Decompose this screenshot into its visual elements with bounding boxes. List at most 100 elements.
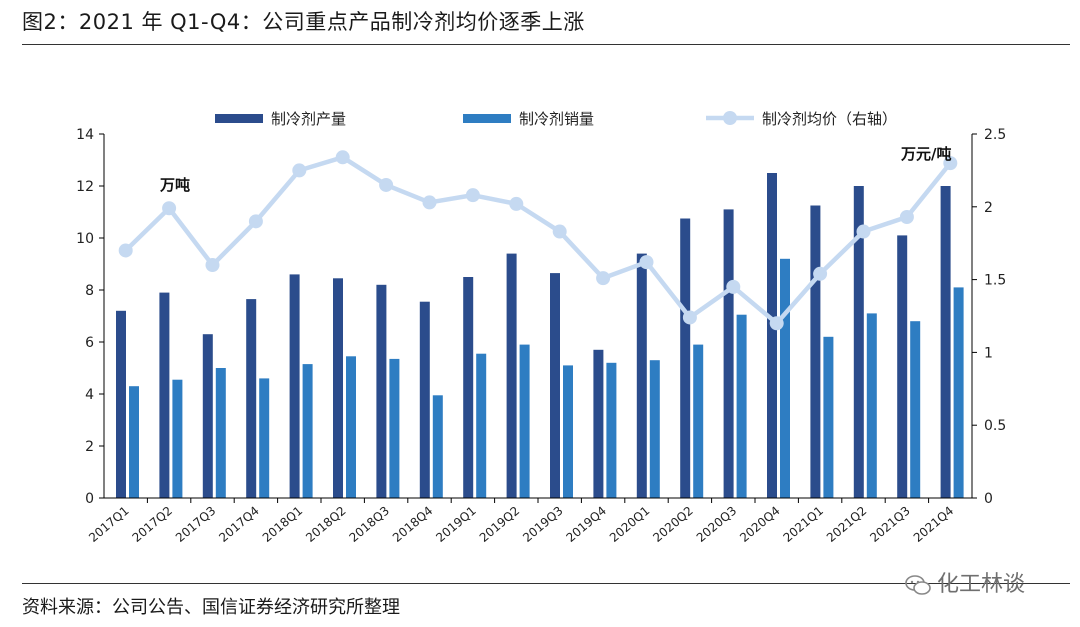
x-tick-label: 2018Q2	[303, 504, 348, 545]
price-line-group	[118, 150, 958, 331]
right-tick-label: 2.5	[984, 127, 1006, 143]
bar-sales	[129, 386, 139, 498]
x-tick-label: 2017Q2	[130, 504, 175, 545]
title-rule	[22, 44, 1070, 45]
legend-label: 制冷剂产量	[271, 110, 346, 128]
left-tick-label: 10	[76, 231, 94, 247]
bar-production	[289, 274, 300, 498]
right-tick-label: 0	[984, 491, 993, 507]
left-tick-label: 12	[76, 179, 94, 195]
source-rule	[22, 583, 1070, 584]
bar-sales	[476, 353, 487, 498]
bar-production	[376, 284, 387, 498]
x-tick-label: 2020Q3	[694, 504, 739, 545]
price-point	[465, 188, 480, 203]
legend-marker	[723, 111, 737, 125]
source-note: 资料来源：公司公告、国信证券经济研究所整理	[22, 597, 400, 618]
bar-production	[463, 277, 474, 498]
bar-sales	[259, 378, 270, 498]
right-tick-label: 1.5	[984, 273, 1006, 289]
bar-sales	[389, 358, 400, 498]
bar-production	[680, 218, 691, 498]
price-point	[769, 316, 784, 331]
price-point	[422, 195, 437, 210]
left-tick-label: 14	[76, 127, 94, 143]
bar-production	[636, 253, 647, 498]
price-point	[292, 163, 307, 178]
price-point	[118, 243, 133, 258]
left-tick-label: 2	[85, 439, 94, 455]
price-point	[552, 224, 567, 239]
left-tick-label: 6	[85, 335, 94, 351]
bar-sales	[953, 287, 964, 498]
bar-production	[767, 173, 777, 498]
x-tick-label: 2018Q4	[390, 504, 435, 545]
bar-production	[853, 186, 864, 498]
price-point	[335, 150, 350, 165]
wechat-icon	[905, 575, 931, 595]
bar-production	[159, 292, 170, 498]
bar-sales	[519, 344, 530, 498]
bar-production	[723, 209, 734, 498]
bar-sales	[866, 313, 877, 498]
right-axis-unit: 万元/吨	[900, 145, 951, 163]
price-point	[813, 266, 828, 281]
x-tick-label: 2019Q4	[564, 504, 609, 545]
bar-sales	[215, 368, 226, 498]
x-tick-label: 2020Q2	[650, 504, 695, 545]
price-point	[639, 255, 654, 270]
left-axis-unit: 万吨	[159, 176, 190, 194]
x-tick-label: 2017Q4	[216, 504, 261, 545]
x-tick-label: 2020Q1	[607, 504, 652, 545]
bar-production	[897, 235, 908, 498]
price-point	[248, 214, 263, 229]
price-point	[943, 156, 958, 171]
bar-sales	[910, 321, 921, 498]
x-tick-label: 2020Q4	[737, 504, 782, 545]
bar-production	[550, 273, 560, 498]
bar-sales	[780, 258, 790, 498]
legend-swatch	[463, 114, 511, 123]
price-point	[162, 201, 177, 216]
price-line	[124, 155, 953, 326]
x-tick-label: 2021Q4	[911, 504, 956, 545]
legend-swatch	[215, 114, 263, 123]
bar-production	[419, 301, 430, 498]
bar-sales	[172, 379, 183, 498]
bar-production	[810, 205, 821, 498]
price-point	[205, 258, 220, 273]
x-tick-label: 2017Q3	[173, 504, 218, 545]
bar-sales	[606, 362, 617, 498]
legend: 制冷剂产量 制冷剂销量 制冷剂均价（右轴）	[215, 110, 897, 128]
price-point	[856, 224, 871, 239]
x-tick-label: 2018Q3	[347, 504, 392, 545]
bar-production	[116, 310, 126, 498]
x-tick-label: 2019Q2	[477, 504, 522, 545]
price-point	[509, 196, 524, 211]
bar-sales	[302, 364, 313, 498]
watermark: 化工林谈	[905, 566, 1025, 598]
x-tick-label: 2021Q2	[824, 504, 869, 545]
bar-sales	[563, 365, 573, 498]
x-tick-label: 2019Q1	[433, 504, 478, 545]
right-tick-label: 2	[984, 200, 993, 216]
x-tick-label: 2021Q1	[781, 504, 826, 545]
bar-production	[246, 299, 257, 498]
axes-group: 0246810121400.511.522.52017Q12017Q22017Q…	[76, 127, 1006, 545]
bar-production	[593, 349, 604, 498]
bar-production	[506, 253, 517, 498]
price-point	[899, 209, 914, 224]
x-tick-label: 2021Q3	[867, 504, 912, 545]
left-tick-label: 8	[85, 283, 94, 299]
x-tick-label: 2017Q1	[86, 504, 131, 545]
right-tick-label: 0.5	[984, 418, 1006, 434]
bar-sales	[432, 395, 443, 498]
chart-title: 图2：2021 年 Q1-Q4：公司重点产品制冷剂均价逐季上涨	[22, 10, 585, 34]
bar-production	[940, 186, 951, 498]
legend-label: 制冷剂销量	[519, 110, 594, 128]
bar-sales	[693, 344, 704, 498]
right-tick-label: 1	[984, 345, 993, 361]
bar-sales	[346, 356, 356, 498]
bar-production	[333, 278, 343, 498]
bar-sales	[649, 360, 660, 498]
